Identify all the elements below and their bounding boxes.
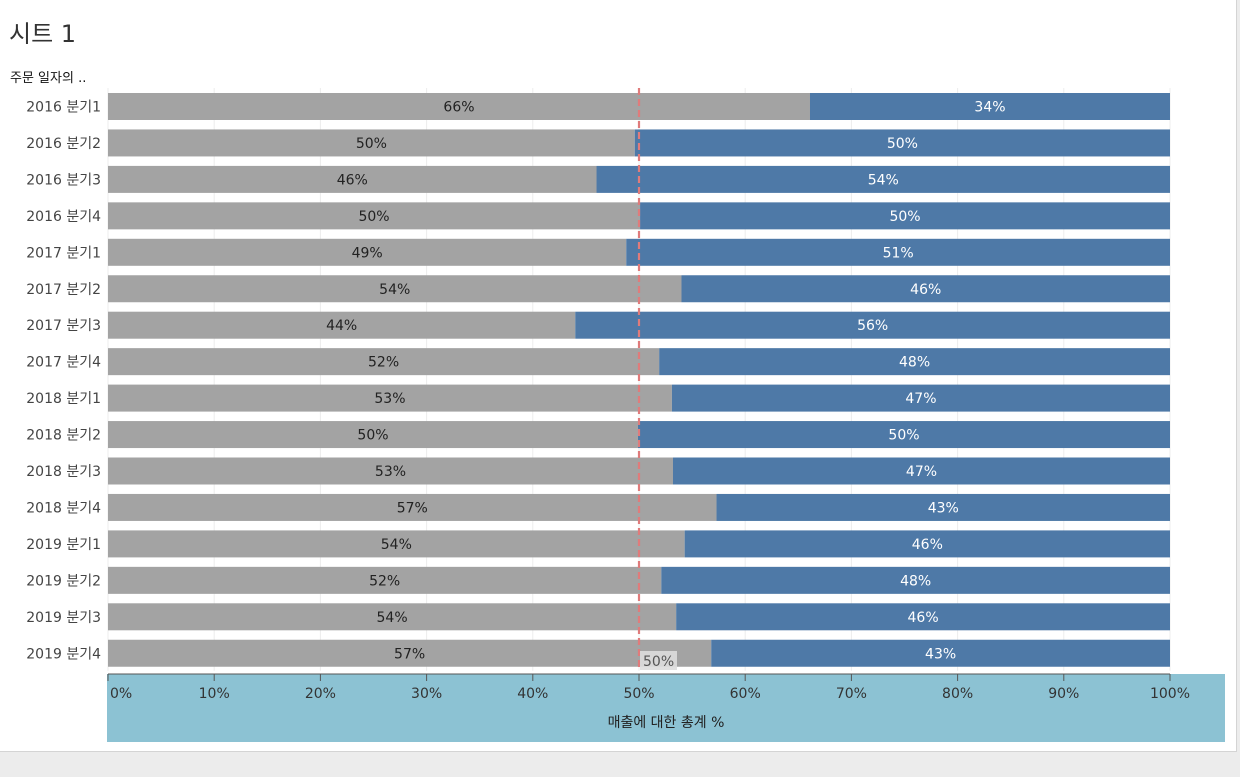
bar-segment-a xyxy=(108,603,677,631)
bar-label-b: 48% xyxy=(899,355,930,371)
bar-label-b: 56% xyxy=(857,318,888,334)
bar-segment-a xyxy=(108,129,635,157)
row-label[interactable]: 2019 분기1 xyxy=(26,537,101,553)
x-tick-label: 100% xyxy=(1150,686,1190,702)
bar-segment-a xyxy=(108,348,660,376)
bar-label-a: 66% xyxy=(443,100,474,116)
bar-segment-b xyxy=(661,566,1170,594)
bar-label-a: 54% xyxy=(379,282,410,298)
x-tick-label: 50% xyxy=(623,686,654,702)
bar-segment-a xyxy=(108,93,810,120)
bar-segment-b xyxy=(640,202,1170,230)
bar-segment-a xyxy=(108,165,597,193)
bar-label-b: 43% xyxy=(925,646,956,662)
bar-label-a: 54% xyxy=(381,537,412,553)
bar-segment-b xyxy=(671,384,1170,412)
bar-segment-a xyxy=(108,202,641,230)
bar-segment-b xyxy=(575,311,1170,339)
bar-segment-a xyxy=(108,530,685,558)
x-tick-label: 30% xyxy=(411,686,442,702)
row-label[interactable]: 2017 분기2 xyxy=(26,282,101,298)
bar-label-a: 57% xyxy=(394,646,425,662)
x-tick-label: 80% xyxy=(942,686,973,702)
bar-label-b: 50% xyxy=(887,136,918,152)
bar-label-b: 51% xyxy=(883,245,914,261)
worksheet: 시트 1 주문 일자의 .. 매출에 대한 총계 % 2016 분기1 66% 34… xyxy=(0,0,1237,752)
bar-segment-b xyxy=(637,421,1170,449)
row-label[interactable]: 2019 분기4 xyxy=(26,646,101,662)
bar-label-a: 50% xyxy=(357,428,388,444)
bar-label-b: 46% xyxy=(912,537,943,553)
x-tick-label: 40% xyxy=(517,686,548,702)
row-label[interactable]: 2016 분기3 xyxy=(26,172,101,188)
bar-label-a: 52% xyxy=(368,355,399,371)
bar-segment-b xyxy=(716,493,1170,521)
bar-segment-b xyxy=(596,165,1170,193)
row-label[interactable]: 2018 분기2 xyxy=(26,428,101,444)
bar-segment-b xyxy=(684,530,1170,558)
bar-segment-a xyxy=(108,639,712,667)
bar-label-b: 46% xyxy=(910,282,941,298)
x-tick-label: 10% xyxy=(199,686,230,702)
bar-segment-a xyxy=(108,384,672,412)
reference-line-label: 50% xyxy=(643,654,674,670)
bar-label-b: 43% xyxy=(928,500,959,516)
bar-label-a: 50% xyxy=(358,209,389,225)
x-axis-band[interactable]: 매출에 대한 총계 % xyxy=(107,674,1225,742)
bar-segment-a xyxy=(108,275,682,303)
bar-segment-b xyxy=(809,93,1170,120)
stacked-bar-chart: 2016 분기1 66% 34% 2016 분기2 50% 50% 2016 분기3 46% 5… xyxy=(26,88,1190,702)
bar-label-a: 44% xyxy=(326,318,357,334)
bar-label-a: 53% xyxy=(374,391,405,407)
bar-label-a: 53% xyxy=(375,464,406,480)
bar-label-a: 57% xyxy=(397,500,428,516)
bar-segment-a xyxy=(108,421,638,449)
bar-label-b: 50% xyxy=(889,209,920,225)
bar-segment-b xyxy=(676,603,1170,631)
row-label[interactable]: 2016 분기2 xyxy=(26,136,101,152)
row-label[interactable]: 2016 분기1 xyxy=(26,100,101,116)
bar-label-b: 48% xyxy=(900,573,931,589)
bar-segment-b xyxy=(711,639,1170,667)
bar-label-b: 50% xyxy=(888,428,919,444)
sheet-title: 시트 1 xyxy=(9,20,77,48)
bar-segment-a xyxy=(108,457,673,485)
row-label[interactable]: 2018 분기1 xyxy=(26,391,101,407)
bar-segment-b xyxy=(681,275,1170,303)
x-tick-label: 70% xyxy=(836,686,867,702)
row-label[interactable]: 2016 분기4 xyxy=(26,209,101,225)
x-tick-label: 60% xyxy=(730,686,761,702)
x-tick-label: 20% xyxy=(305,686,336,702)
x-axis-title[interactable]: 매출에 대한 총계 % xyxy=(607,715,725,731)
bar-label-a: 54% xyxy=(377,610,408,626)
row-label[interactable]: 2017 분기1 xyxy=(26,245,101,261)
row-label[interactable]: 2017 분기3 xyxy=(26,318,101,334)
bar-segment-a xyxy=(108,311,576,339)
bar-label-b: 47% xyxy=(905,391,936,407)
bar-segment-b xyxy=(626,238,1170,266)
bar-label-b: 34% xyxy=(974,100,1005,116)
bar-segment-b xyxy=(672,457,1170,485)
bar-label-b: 46% xyxy=(908,610,939,626)
bar-label-b: 47% xyxy=(906,464,937,480)
row-label[interactable]: 2018 분기4 xyxy=(26,500,101,516)
bar-label-a: 49% xyxy=(352,245,383,261)
bar-segment-b xyxy=(634,129,1170,157)
x-tick-label: 0% xyxy=(110,686,132,702)
bar-label-a: 52% xyxy=(369,573,400,589)
row-label[interactable]: 2019 분기3 xyxy=(26,610,101,626)
bar-segment-b xyxy=(659,348,1170,376)
row-field-header[interactable]: 주문 일자의 .. xyxy=(10,71,87,86)
bar-label-b: 54% xyxy=(868,172,899,188)
bar-segment-a xyxy=(108,493,717,521)
bar-label-a: 50% xyxy=(356,136,387,152)
row-label[interactable]: 2017 분기4 xyxy=(26,355,101,371)
bar-segment-a xyxy=(108,238,627,266)
row-label[interactable]: 2019 분기2 xyxy=(26,573,101,589)
bar-segment-a xyxy=(108,566,662,594)
bar-label-a: 46% xyxy=(337,172,368,188)
row-label[interactable]: 2018 분기3 xyxy=(26,464,101,480)
reference-line-label-bg xyxy=(640,651,677,670)
x-tick-label: 90% xyxy=(1048,686,1079,702)
